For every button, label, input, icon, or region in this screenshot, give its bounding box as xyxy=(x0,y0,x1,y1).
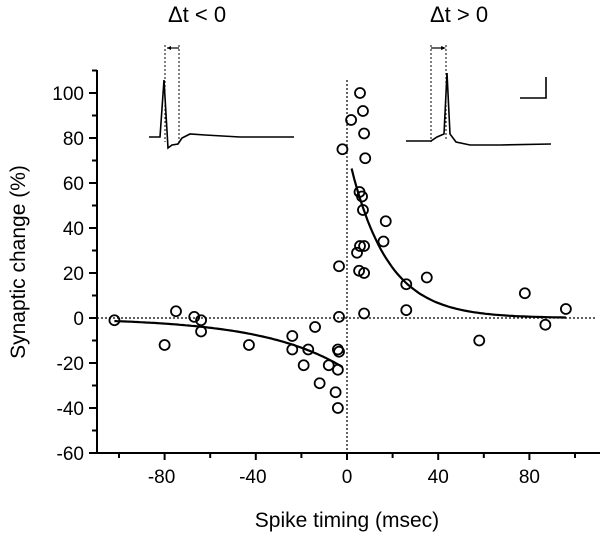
data-point xyxy=(286,343,299,356)
x-tick-label: -40 xyxy=(239,467,266,488)
data-point xyxy=(539,318,552,331)
data-point xyxy=(358,127,371,140)
data-point xyxy=(400,304,413,317)
x-tick-label: 0 xyxy=(342,467,353,488)
data-point xyxy=(400,278,413,291)
data-point xyxy=(309,321,321,333)
potentiation-fit-curve xyxy=(350,168,566,319)
x-axis-title: Spike timing (msec) xyxy=(255,509,439,532)
data-point xyxy=(354,87,366,99)
depression-fit-curve xyxy=(114,319,343,368)
data-point xyxy=(358,240,371,252)
data-point xyxy=(333,345,345,358)
y-tick-label: 40 xyxy=(63,219,84,240)
left-inset-trace xyxy=(149,45,294,150)
data-point xyxy=(559,303,572,315)
data-point xyxy=(333,310,345,323)
data-point xyxy=(336,143,349,156)
data-point xyxy=(358,267,371,279)
data-point xyxy=(158,339,171,351)
data-point xyxy=(357,204,369,216)
y-tick-label: 80 xyxy=(63,129,84,150)
data-point xyxy=(377,235,390,248)
y-tick-label: -20 xyxy=(57,354,84,375)
data-point xyxy=(359,152,372,165)
data-point xyxy=(379,215,392,228)
data-point xyxy=(331,363,344,376)
data-point xyxy=(188,310,201,323)
data-point xyxy=(322,359,335,372)
data-point xyxy=(420,271,433,284)
y-axis-title: Synaptic change (%) xyxy=(7,165,30,359)
data-point xyxy=(108,314,121,327)
scale-bar xyxy=(520,77,547,99)
data-point xyxy=(313,377,326,390)
data-point xyxy=(354,240,366,252)
x-tick-label: -80 xyxy=(148,467,175,488)
data-point xyxy=(331,402,344,414)
y-tick-label: -60 xyxy=(57,444,84,465)
y-tick-label: 0 xyxy=(73,309,84,330)
data-point xyxy=(358,307,371,320)
x-tick-label: 40 xyxy=(428,467,449,488)
left-inset-label: Δt < 0 xyxy=(168,2,226,27)
y-tick-label: -40 xyxy=(57,399,84,420)
data-point xyxy=(302,343,315,356)
x-tick-label: 80 xyxy=(519,467,540,488)
data-point xyxy=(243,339,255,351)
data-point xyxy=(329,386,342,399)
data-point xyxy=(195,314,207,327)
right-inset-label: Δt > 0 xyxy=(430,2,488,27)
y-tick-label: 60 xyxy=(63,174,84,195)
data-point xyxy=(333,260,345,273)
data-point xyxy=(195,325,207,338)
data-point xyxy=(357,105,369,117)
data-point xyxy=(286,330,299,342)
data-point xyxy=(518,287,531,300)
y-tick-label: 20 xyxy=(63,264,84,285)
data-point xyxy=(297,359,310,372)
data-point xyxy=(345,114,358,126)
data-point xyxy=(356,190,368,203)
data-point xyxy=(170,305,182,318)
right-inset-trace xyxy=(406,45,552,146)
data-point xyxy=(473,334,486,347)
y-tick-label: 100 xyxy=(52,84,84,105)
data-point xyxy=(351,246,363,259)
